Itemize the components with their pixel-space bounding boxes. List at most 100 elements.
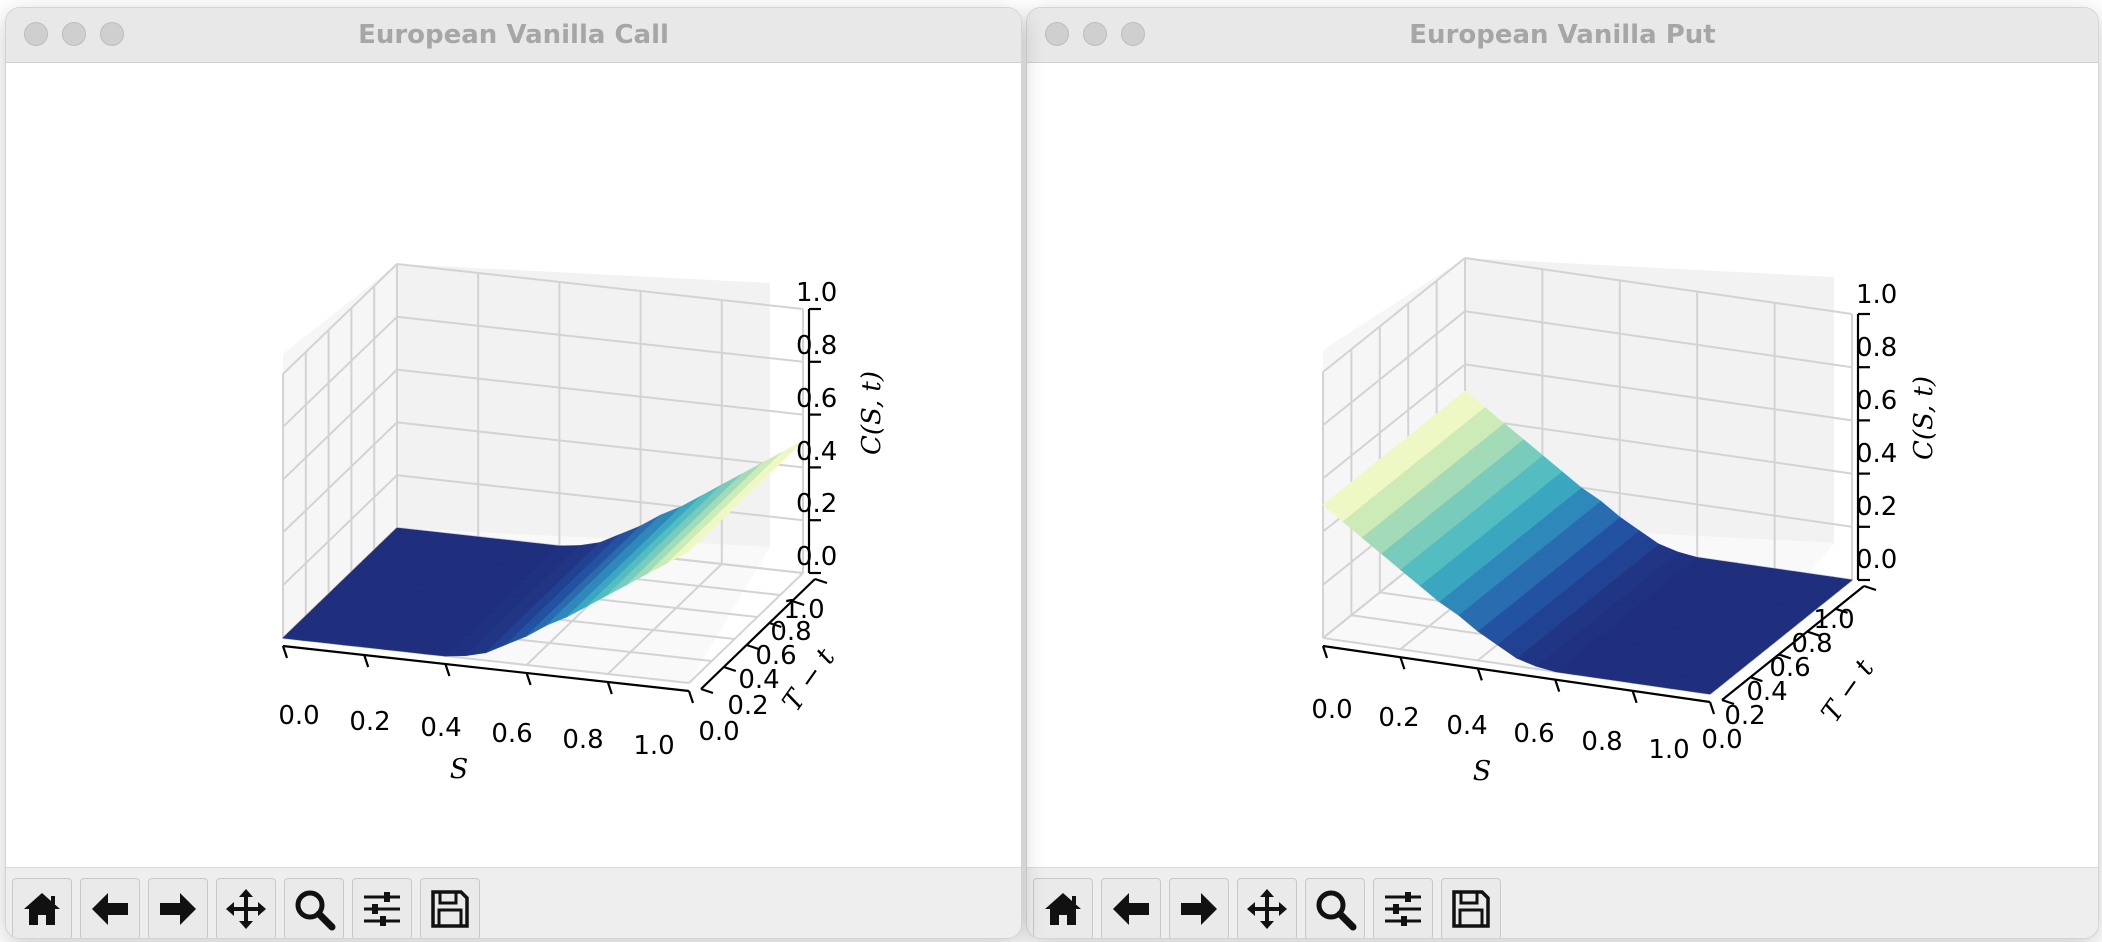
axes	[1321, 312, 1877, 715]
configure-subplots-icon	[364, 892, 400, 926]
put-surface-plot[interactable]: 0.0 0.2 0.4 0.6 0.8 1.0 S 0.0 0.2 0.4 0.…	[1027, 8, 2098, 818]
minimize-button[interactable]	[62, 22, 86, 46]
call-window-titlebar[interactable]: European Vanilla Call	[6, 8, 1021, 63]
grid-line-z-side-4	[282, 316, 398, 428]
x-tick-label-4: 0.8	[562, 725, 603, 755]
x-tick-label-1: 0.2	[1378, 703, 1419, 733]
grid-line-z-back-2	[1464, 416, 1853, 475]
z-tick-label-0: 0.0	[796, 542, 837, 572]
close-button[interactable]	[24, 22, 48, 46]
zoom-icon	[1316, 890, 1357, 931]
surface-patch	[668, 545, 695, 563]
z-tick-label-5: 1.0	[1856, 280, 1897, 310]
pan-button[interactable]	[216, 878, 276, 938]
y-tick-label-4: 0.8	[770, 617, 811, 647]
grid-line-z-back-4	[1464, 310, 1853, 369]
pan-button[interactable]	[1237, 878, 1297, 938]
y-tick-1	[723, 665, 737, 673]
x-axis-line	[282, 644, 690, 693]
home-icon	[1045, 893, 1081, 925]
configure-subplots-button[interactable]	[1373, 878, 1433, 938]
grid-line-x-floor-5	[688, 572, 804, 684]
grid-line-z-side-3	[1322, 363, 1466, 480]
side-pane-yz	[283, 264, 397, 638]
grid-line-z-side-1	[282, 474, 398, 586]
y-tick-3	[769, 621, 782, 629]
x-axis-label: S	[1473, 756, 1492, 787]
y-axis-label: T − t	[1816, 654, 1881, 728]
save-button[interactable]	[420, 878, 480, 938]
x-tick-5	[687, 690, 695, 704]
grid-line-z-back-2	[396, 421, 804, 469]
close-button[interactable]	[1045, 22, 1069, 46]
home-button[interactable]	[1033, 878, 1093, 938]
x-tick-4	[1631, 690, 1638, 704]
put-window-titlebar[interactable]: European Vanilla Put	[1027, 8, 2098, 63]
y-tick-label-5: 1.0	[783, 595, 824, 625]
z-tick-label-1: 0.2	[796, 489, 837, 519]
x-tick-label-2: 0.4	[420, 713, 461, 743]
x-tick-5	[1708, 701, 1716, 715]
surface	[1322, 390, 1853, 695]
zoom-button-tool[interactable]	[1305, 878, 1365, 938]
y-tick-2	[1778, 653, 1792, 660]
configure-subplots-button[interactable]	[352, 878, 412, 938]
x-tick-label-5: 1.0	[633, 731, 674, 761]
y-tick-4	[1835, 607, 1848, 614]
save-icon	[431, 890, 469, 928]
grid-line-z-back-1	[396, 474, 804, 522]
y-tick-5	[814, 577, 828, 585]
x-axis-label: S	[450, 754, 469, 785]
grid-line-z-side-3	[282, 368, 398, 481]
z-tick-label-3: 0.6	[1856, 386, 1897, 416]
y-tick-label-3: 0.6	[755, 641, 796, 671]
y-tick-label-0: 0.0	[1701, 725, 1742, 755]
x-tick-2	[444, 663, 451, 677]
forward-arrow-icon	[1181, 893, 1217, 925]
back-arrow-icon	[1113, 893, 1149, 925]
x-tick-0	[1321, 645, 1329, 659]
save-button[interactable]	[1441, 878, 1501, 938]
x-tick-2	[1476, 668, 1483, 681]
pan-icon	[226, 889, 266, 929]
z-tick-label-2: 0.4	[1856, 439, 1897, 469]
y-tick-label-4: 0.8	[1791, 629, 1832, 659]
x-tick-label-1: 0.2	[349, 707, 390, 737]
zoom-button[interactable]	[100, 22, 124, 46]
y-tick-label-2: 0.4	[738, 665, 779, 695]
y-tick-label-0: 0.0	[698, 717, 739, 747]
y-tick-0	[1721, 698, 1735, 706]
x-tick-label-3: 0.6	[1513, 719, 1554, 749]
back-button[interactable]	[1101, 878, 1161, 938]
grid-line-z-back-3	[396, 368, 804, 416]
x-tick-label-4: 0.8	[1581, 727, 1622, 757]
back-button[interactable]	[80, 878, 140, 938]
back-arrow-icon	[92, 893, 128, 925]
zoom-button[interactable]	[1121, 22, 1145, 46]
y-tick-1	[1750, 676, 1763, 683]
x-tick-label-0: 0.0	[1311, 695, 1352, 725]
home-button[interactable]	[12, 878, 72, 938]
grid-line-x-floor-4	[607, 563, 723, 675]
call-surface-plot[interactable]: 0.0 0.2 0.4 0.6 0.8 1.0 S 0.0 0.2 0.4 0.…	[6, 8, 1021, 818]
window-title: European Vanilla Put	[1409, 20, 1716, 50]
y-tick-5	[1863, 584, 1877, 592]
window-title: European Vanilla Call	[358, 20, 669, 50]
zoom-button-tool[interactable]	[284, 878, 344, 938]
y-tick-4	[791, 599, 805, 607]
minimize-button[interactable]	[1083, 22, 1107, 46]
z-tick-label-0: 0.0	[1856, 545, 1897, 575]
y-tick-label-3: 0.6	[1769, 653, 1810, 683]
y-tick-0	[700, 687, 714, 695]
x-tick-label-5: 1.0	[1648, 735, 1689, 765]
forward-button[interactable]	[148, 878, 208, 938]
z-tick-label-4: 0.8	[1856, 333, 1897, 363]
grid-line-z-side-4	[1322, 310, 1466, 426]
z-axis-label: C(S, t)	[857, 371, 887, 455]
put-window: European Vanilla Put 0.0 0.2 0.4 0.6 0.8…	[1027, 8, 2098, 938]
y-tick-label-1: 0.2	[727, 691, 768, 721]
forward-arrow-icon	[160, 893, 196, 925]
save-icon	[1452, 890, 1490, 928]
x-tick-label-0: 0.0	[278, 701, 319, 731]
forward-button[interactable]	[1169, 878, 1229, 938]
